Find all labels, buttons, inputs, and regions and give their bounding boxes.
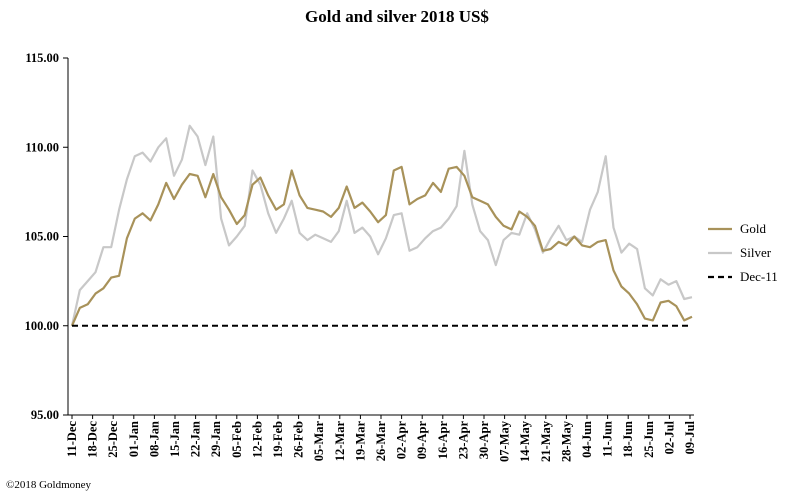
x-tick-label: 02-Apr [395,421,409,460]
x-tick-label: 16-Apr [436,421,450,460]
series-line-gold [70,165,693,327]
x-tick-label: 09-Jul [683,420,697,454]
x-axis: 11-Dec 18-Dec 25-Dec 01-Jan 08-Jan 15-Jan 22-J… [65,414,697,462]
x-tick-label: 21-May [539,420,553,462]
legend-label: Silver [740,245,772,260]
x-tick-label: 26-Mar [374,421,388,462]
x-tick-label: 19-Feb [271,421,285,458]
x-tick-label: 02-Jul [662,420,676,454]
x-tick-label: 25-Dec [106,421,120,458]
x-tick-label: 07-May [498,420,512,462]
x-tick-label: 12-Feb [250,421,264,458]
x-tick-label: 18-Jun [621,421,635,458]
legend-label: Gold [740,221,767,236]
x-tick-label: 19-Mar [353,421,367,462]
x-tick-label: 01-Jan [127,421,141,457]
series-line-silver [70,124,693,327]
x-tick-label: 15-Jan [168,421,182,457]
x-tick-label: 05-Feb [230,421,244,458]
y-tick-label: 100.00 [25,319,59,333]
chart-title: Gold and silver 2018 US$ [305,7,489,26]
x-tick-label: 05-Mar [312,421,326,462]
legend: Gold Silver Dec-11 [708,221,778,284]
x-tick-label: 30-Apr [477,421,491,460]
x-tick-label: 04-Jun [580,421,594,458]
x-tick-label: 26-Feb [292,421,306,458]
x-tick-label: 25-Jun [642,421,656,458]
x-tick-label: 28-May [559,420,573,462]
y-tick-label: 95.00 [31,408,59,422]
x-tick-label: 29-Jan [209,421,223,457]
y-axis: 95.00 100.00 105.00 110.00 115.00 [25,51,69,422]
x-tick-label: 18-Dec [86,421,100,458]
x-tick-label: 22-Jan [189,421,203,457]
x-tick-label: 09-Apr [415,421,429,460]
x-tick-label: 14-May [518,420,532,462]
x-tick-label: 11-Jun [601,421,615,457]
credit-text: ©2018 Goldmoney [6,479,92,491]
y-tick-label: 110.00 [25,140,59,154]
x-tick-label: 11-Dec [65,421,79,458]
y-tick-label: 115.00 [25,51,59,65]
y-tick-label: 105.00 [25,230,59,244]
series-layer [70,124,693,327]
x-tick-label: 08-Jan [147,421,161,457]
x-tick-label: 23-Apr [456,421,470,460]
legend-label: Dec-11 [740,269,778,284]
x-tick-label: 12-Mar [333,421,347,462]
